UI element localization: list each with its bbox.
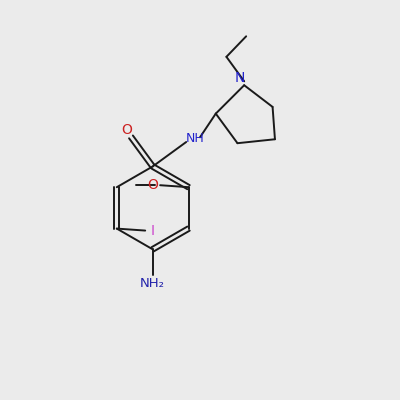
Text: I: I — [151, 224, 155, 238]
Text: NH: NH — [186, 132, 204, 145]
Text: NH₂: NH₂ — [140, 277, 165, 290]
Text: O: O — [147, 178, 158, 192]
Text: O: O — [121, 123, 132, 137]
Text: N: N — [234, 71, 245, 85]
